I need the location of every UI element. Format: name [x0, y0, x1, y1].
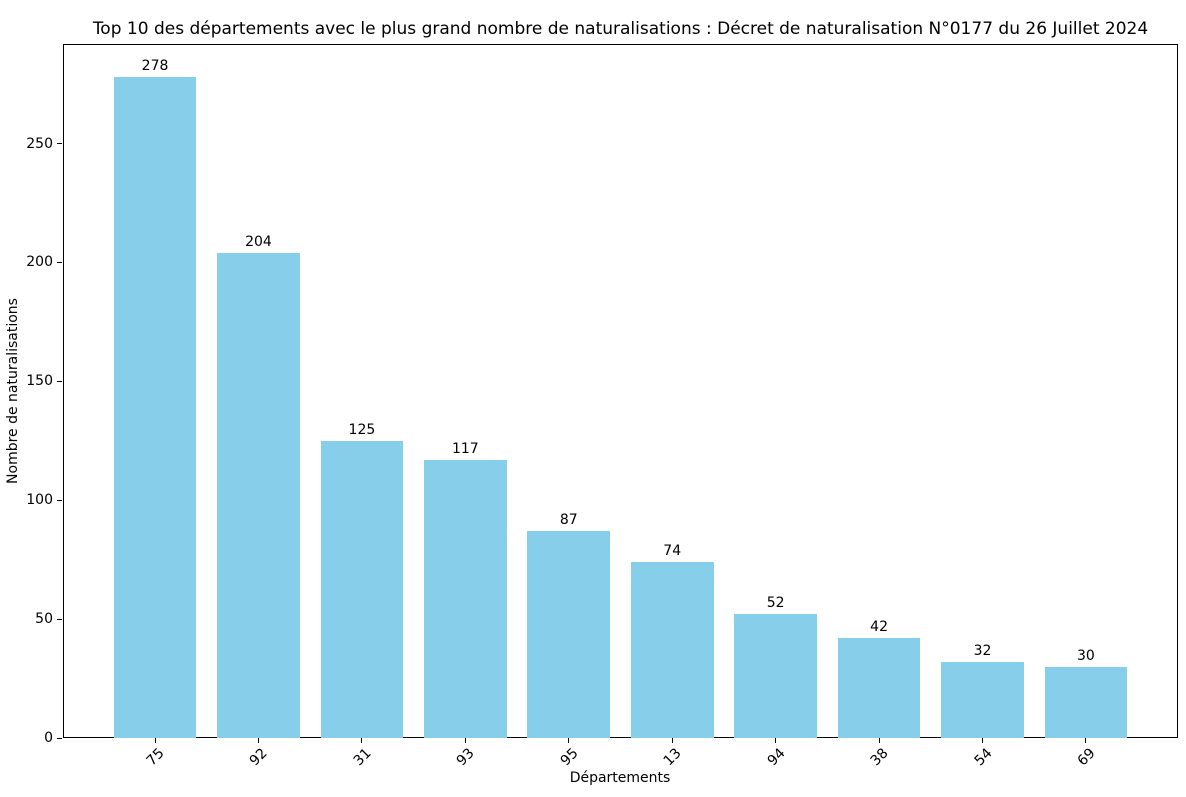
y-tick-label: 50 — [35, 611, 53, 628]
bar — [734, 614, 817, 738]
y-tick-label: 100 — [26, 492, 53, 509]
x-tick-mark — [982, 738, 983, 743]
x-tick-label: 13 — [660, 745, 685, 770]
y-tick-mark — [57, 261, 62, 263]
bar-value-label: 278 — [141, 58, 169, 75]
bar — [630, 562, 714, 738]
bar-value-label: 204 — [245, 234, 272, 250]
x-axis-label: Départements — [569, 770, 671, 786]
bar-value-label: 30 — [1077, 647, 1095, 664]
chart-title: Top 10 des départements avec le plus gra… — [92, 19, 1149, 39]
x-tick-label: 69 — [1074, 745, 1099, 770]
x-tick-label: 38 — [867, 745, 892, 770]
x-tick-mark — [1085, 738, 1087, 743]
bar-value-label: 125 — [348, 421, 376, 438]
bar — [320, 440, 404, 738]
x-tick-mark — [154, 738, 156, 743]
y-axis-label: Nombre de naturalisations — [5, 298, 21, 484]
plot-area: 278 75 204 92 125 31 117 93 87 95 74 13 52 94 42 38 32 54… — [26, 44, 1178, 769]
bar-value-label: 87 — [559, 512, 578, 529]
bar — [527, 531, 611, 738]
y-tick-label: 200 — [26, 254, 53, 271]
x-tick-mark — [671, 738, 673, 743]
x-tick-mark — [878, 738, 880, 743]
x-tick-mark — [257, 738, 259, 743]
y-tick-label: 0 — [44, 730, 53, 746]
y-tick-mark — [57, 143, 62, 145]
bar-value-label: 42 — [870, 619, 888, 636]
x-tick-mark — [775, 738, 777, 743]
x-tick-label: 75 — [143, 745, 168, 770]
bar — [1044, 666, 1128, 738]
bar-value-label: 32 — [973, 642, 992, 659]
bar — [113, 77, 197, 738]
x-tick-label: 54 — [971, 745, 996, 770]
y-tick-mark — [57, 380, 62, 382]
x-tick-mark — [464, 738, 466, 743]
y-tick-mark — [57, 499, 62, 501]
y-tick-mark — [57, 737, 62, 739]
x-tick-mark — [361, 738, 363, 743]
x-tick-label: 93 — [454, 745, 478, 770]
bar — [423, 459, 507, 738]
y-tick-mark — [57, 618, 62, 620]
bar — [217, 253, 300, 738]
y-tick-label: 250 — [26, 135, 53, 152]
bar-value-label: 52 — [766, 595, 785, 612]
bar-value-label: 74 — [663, 543, 682, 560]
bar — [941, 661, 1024, 738]
x-tick-label: 94 — [764, 745, 789, 770]
bar — [837, 638, 921, 738]
x-tick-label: 92 — [247, 745, 272, 770]
y-tick-label: 150 — [26, 373, 53, 390]
x-tick-label: 95 — [557, 745, 582, 770]
x-tick-mark — [568, 738, 570, 743]
bar-value-label: 117 — [451, 440, 479, 457]
x-tick-label: 31 — [350, 745, 375, 770]
